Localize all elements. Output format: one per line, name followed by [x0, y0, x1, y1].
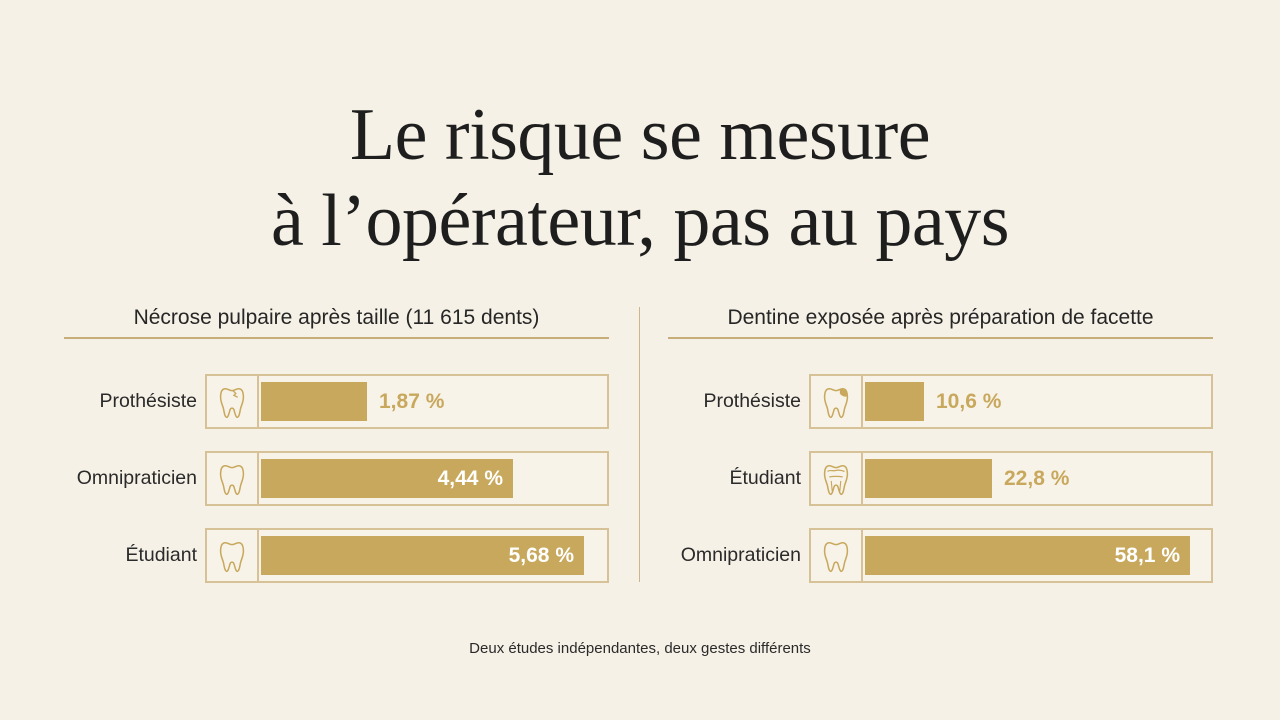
chart-dentine-panel: Dentine exposée après préparation de fac…	[668, 300, 1213, 590]
bar	[865, 382, 924, 421]
bar-row-omnipraticien: Omnipraticien 4,44 %	[64, 451, 609, 506]
tooth-veneer-icon	[811, 376, 863, 427]
bar-row-etudiant: Étudiant 22,8 %	[668, 451, 1213, 506]
panel-divider	[639, 307, 640, 582]
tooth-chipped-icon	[207, 376, 259, 427]
tooth-layered-icon	[811, 453, 863, 504]
data-label: 4,44 %	[437, 467, 503, 490]
category-label: Étudiant	[729, 467, 801, 489]
bar-row-prothesiste: Prothésiste 1,87 %	[64, 374, 609, 429]
bar	[261, 459, 513, 498]
bar-row-omnipraticien: Omnipraticien 58,1 %	[668, 528, 1213, 583]
tooth-icon	[811, 530, 863, 581]
footnote: Deux études indépendantes, deux gestes d…	[469, 640, 811, 657]
bar-frame: 1,87 %	[205, 374, 609, 429]
data-label: 10,6 %	[936, 390, 1002, 413]
data-label: 58,1 %	[1114, 544, 1180, 567]
chart-title: Dentine exposée après préparation de fac…	[727, 306, 1154, 329]
chart-title: Nécrose pulpaire après taille (11 615 de…	[133, 306, 540, 329]
title-underline	[64, 337, 609, 339]
bar-frame: 58,1 %	[809, 528, 1213, 583]
title-line-1: Le risque se mesure	[349, 94, 931, 176]
category-label: Omnipraticien	[680, 544, 801, 566]
bar	[865, 459, 992, 498]
data-label: 1,87 %	[379, 390, 445, 413]
bar	[261, 382, 367, 421]
bar-row-prothesiste: Prothésiste 10,6 %	[668, 374, 1213, 429]
category-label: Prothésiste	[99, 390, 197, 412]
title-line-2: à l’opérateur, pas au pays	[270, 180, 1010, 262]
category-label: Omnipraticien	[76, 467, 197, 489]
tooth-icon	[207, 530, 259, 581]
data-label: 5,68 %	[508, 544, 574, 567]
data-label: 22,8 %	[1004, 467, 1070, 490]
chart-necrose-panel: Nécrose pulpaire après taille (11 615 de…	[64, 300, 609, 590]
title-underline	[668, 337, 1213, 339]
page-title: Le risque se mesure à l’opérateur, pas a…	[0, 92, 1280, 264]
category-label: Prothésiste	[703, 390, 801, 412]
bar	[261, 536, 584, 575]
bar-row-etudiant: Étudiant 5,68 %	[64, 528, 609, 583]
tooth-icon	[207, 453, 259, 504]
bar-frame: 5,68 %	[205, 528, 609, 583]
bar-frame: 22,8 %	[809, 451, 1213, 506]
bar	[865, 536, 1190, 575]
bar-frame: 10,6 %	[809, 374, 1213, 429]
category-label: Étudiant	[125, 544, 197, 566]
bar-frame: 4,44 %	[205, 451, 609, 506]
